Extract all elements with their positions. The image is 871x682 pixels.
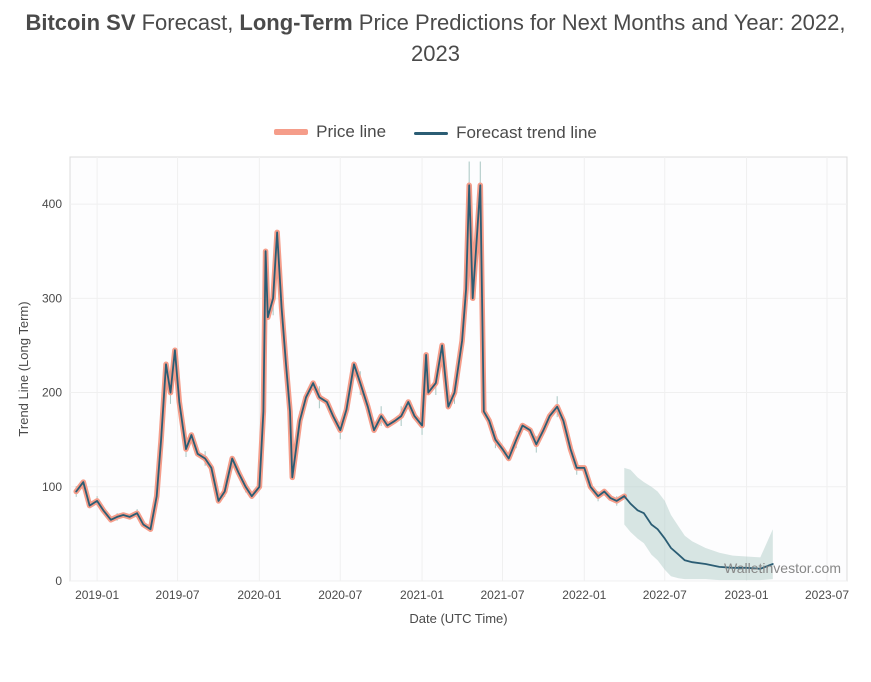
legend-item-forecast[interactable]: Forecast trend line: [414, 123, 597, 143]
svg-text:2023-07: 2023-07: [805, 588, 849, 602]
svg-text:2020-07: 2020-07: [318, 588, 362, 602]
svg-text:400: 400: [42, 197, 62, 211]
chart-legend: Price line Forecast trend line: [12, 120, 859, 144]
svg-text:2019-01: 2019-01: [75, 588, 119, 602]
legend-label: Price line: [316, 122, 386, 142]
svg-text:200: 200: [42, 386, 62, 400]
legend-swatch-price: [274, 129, 308, 135]
svg-text:2021-07: 2021-07: [480, 588, 524, 602]
svg-text:0: 0: [55, 574, 62, 588]
svg-text:2022-07: 2022-07: [643, 588, 687, 602]
legend-item-price[interactable]: Price line: [274, 122, 386, 142]
svg-text:Date (UTC Time): Date (UTC Time): [409, 611, 507, 626]
watermark: Walletinvestor.com: [724, 560, 841, 576]
svg-text:100: 100: [42, 480, 62, 494]
svg-text:300: 300: [42, 291, 62, 305]
svg-text:2019-07: 2019-07: [156, 588, 200, 602]
legend-label: Forecast trend line: [456, 123, 597, 143]
price-forecast-chart: 0 100 200 300 400 2019-01 2019-07 2020-01 2020-0…: [12, 147, 859, 647]
svg-text:2021-01: 2021-01: [400, 588, 444, 602]
legend-swatch-forecast: [414, 132, 448, 135]
svg-text:2022-01: 2022-01: [562, 588, 606, 602]
svg-text:2020-01: 2020-01: [237, 588, 281, 602]
svg-text:2023-01: 2023-01: [725, 588, 769, 602]
svg-text:Trend Line (Long Term): Trend Line (Long Term): [16, 302, 31, 437]
page-title: Bitcoin SV Forecast, Long-Term Price Pre…: [12, 8, 859, 70]
